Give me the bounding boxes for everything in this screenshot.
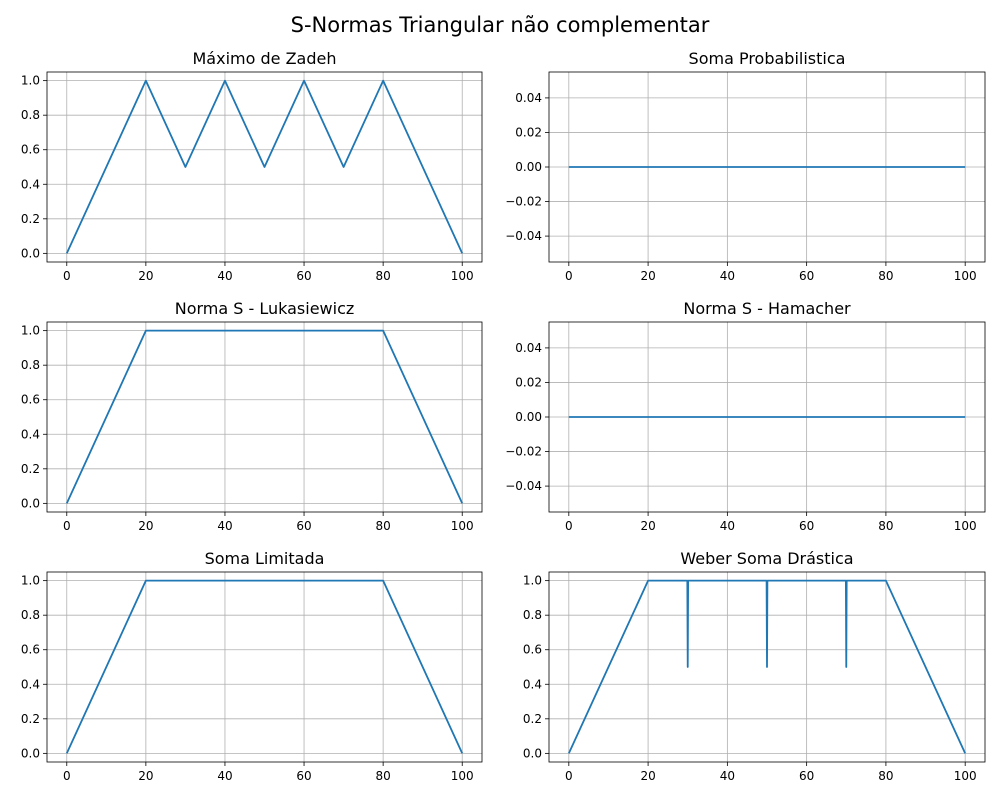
y-tick-label: 0.4	[21, 177, 40, 191]
x-tick-label: 0	[63, 769, 71, 783]
subplot-grid: Máximo de Zadeh 0 20 40 60 80 100 0.0 0.2 0.4 0.6 0…	[21, 49, 986, 783]
x-tick-label: 60	[296, 269, 311, 283]
x-tick-label: 80	[878, 519, 893, 533]
y-tick-label: 0.2	[523, 712, 542, 726]
x-tick-label: 20	[640, 769, 655, 783]
y-tick-label: 0.2	[21, 462, 40, 476]
subplot-title: Máximo de Zadeh	[193, 49, 337, 68]
y-tick-label: 0.2	[21, 212, 40, 226]
y-tick-label: −0.04	[505, 479, 542, 493]
y-tick-label: 0.04	[515, 91, 542, 105]
y-tick-label: 0.04	[515, 341, 542, 355]
y-tick-label: 0.4	[523, 677, 542, 691]
y-tick-label: 0.8	[523, 608, 542, 622]
x-tick-label: 0	[565, 769, 573, 783]
x-tick-label: 80	[375, 769, 390, 783]
x-tick-label: 60	[799, 519, 814, 533]
x-tick-label: 60	[296, 769, 311, 783]
x-tick-label: 80	[878, 769, 893, 783]
x-tick-label: 80	[375, 519, 390, 533]
x-tick-label: 60	[799, 269, 814, 283]
x-tick-label: 20	[640, 519, 655, 533]
subplot-title: Soma Limitada	[205, 549, 325, 568]
x-tick-label: 40	[720, 519, 735, 533]
x-tick-label: 80	[375, 269, 390, 283]
subplot-title: Soma Probabilistica	[689, 49, 846, 68]
y-tick-label: 0.4	[21, 677, 40, 691]
y-tick-label: 0.00	[515, 410, 542, 424]
subplot-2: Soma Probabilistica 0 20 40 60 80 100 −0.04 −0.0…	[505, 49, 986, 283]
y-tick-label: 0.0	[21, 496, 40, 510]
x-tick-label: 100	[451, 269, 474, 283]
x-tick-label: 0	[565, 269, 573, 283]
y-tick-label: 0.00	[515, 160, 542, 174]
x-tick-label: 60	[296, 519, 311, 533]
axes-frame	[46, 71, 483, 263]
y-tick-label: −0.02	[505, 195, 542, 209]
subplot-title: Weber Soma Drástica	[680, 549, 853, 568]
y-tick-label: 0.8	[21, 358, 40, 372]
y-tick-label: 0.02	[515, 375, 542, 389]
x-tick-label: 0	[63, 269, 71, 283]
subplot-5: Soma Limitada 0 20 40 60 80 100 0.0 0.2 0.4 0.6 0.8…	[21, 549, 483, 783]
y-tick-label: −0.04	[505, 229, 542, 243]
subplot-6: Weber Soma Drástica 0 20 40 60 80 100 0.0 0.2 0.4…	[523, 549, 986, 783]
x-tick-label: 100	[451, 519, 474, 533]
series-line	[65, 329, 464, 504]
y-tick-label: 0.6	[21, 393, 40, 407]
x-tick-label: 0	[63, 519, 71, 533]
y-tick-label: 1.0	[21, 74, 40, 88]
x-tick-label: 100	[954, 519, 977, 533]
y-tick-label: 1.0	[523, 574, 542, 588]
x-tick-label: 100	[954, 269, 977, 283]
x-tick-label: 60	[799, 769, 814, 783]
series-line	[568, 579, 966, 754]
axes-frame	[46, 321, 483, 513]
y-tick-label: 0.4	[21, 427, 40, 441]
axes-frame	[46, 571, 483, 763]
y-tick-label: −0.02	[505, 445, 542, 459]
axes-frame	[548, 571, 986, 763]
x-tick-label: 40	[217, 769, 232, 783]
subplot-3: Norma S - Lukasiewicz 0 20 40 60 80 100 0.0 0.2 0…	[21, 299, 483, 533]
y-tick-label: 0.2	[21, 712, 40, 726]
subplot-1: Máximo de Zadeh 0 20 40 60 80 100 0.0 0.2 0.4 0.6 0…	[21, 49, 483, 283]
y-tick-label: 0.8	[21, 608, 40, 622]
x-tick-label: 40	[720, 769, 735, 783]
y-tick-label: 0.0	[21, 246, 40, 260]
x-tick-label: 20	[138, 769, 153, 783]
subplot-title: Norma S - Lukasiewicz	[175, 299, 355, 318]
x-tick-label: 100	[451, 769, 474, 783]
y-tick-label: 0.8	[21, 108, 40, 122]
x-tick-label: 0	[565, 519, 573, 533]
y-tick-label: 0.0	[21, 746, 40, 760]
y-tick-label: 0.0	[523, 746, 542, 760]
figure-title: S-Normas Triangular não complementar	[291, 13, 710, 37]
series-line	[65, 79, 464, 254]
x-tick-label: 20	[640, 269, 655, 283]
y-tick-label: 0.6	[21, 143, 40, 157]
y-tick-label: 0.6	[523, 643, 542, 657]
y-tick-label: 0.6	[21, 643, 40, 657]
x-tick-label: 80	[878, 269, 893, 283]
y-tick-label: 1.0	[21, 574, 40, 588]
subplot-title: Norma S - Hamacher	[683, 299, 851, 318]
y-tick-label: 0.02	[515, 125, 542, 139]
series-line	[65, 579, 464, 754]
x-tick-label: 20	[138, 269, 153, 283]
x-tick-label: 100	[954, 769, 977, 783]
x-tick-label: 40	[217, 519, 232, 533]
x-tick-label: 40	[720, 269, 735, 283]
x-tick-label: 20	[138, 519, 153, 533]
subplot-4: Norma S - Hamacher 0 20 40 60 80 100 −0.04 −0.02…	[505, 299, 986, 533]
x-tick-label: 40	[217, 269, 232, 283]
y-tick-label: 1.0	[21, 324, 40, 338]
